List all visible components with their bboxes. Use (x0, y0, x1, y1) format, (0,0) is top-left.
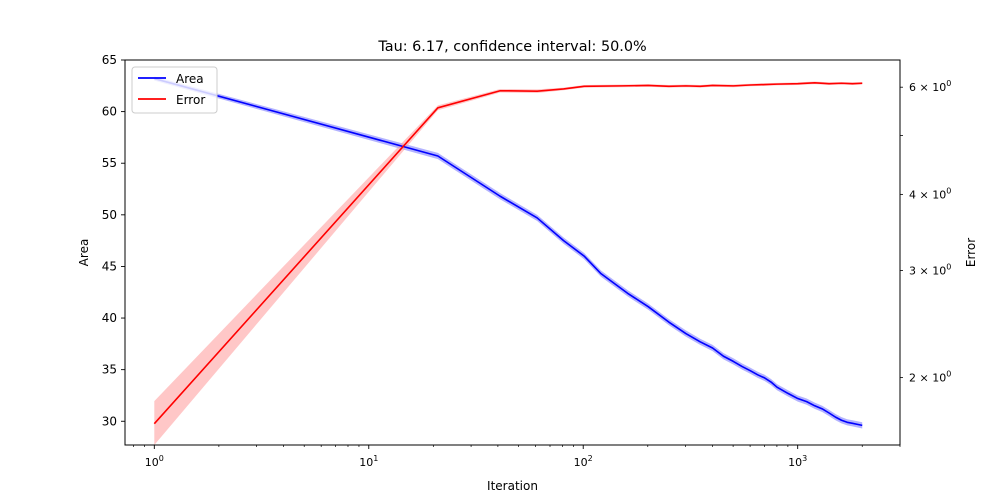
y-tick-label: 65 (102, 53, 117, 67)
y2-tick-label: 3 × 100 (909, 262, 951, 277)
y-tick-label: 60 (102, 105, 117, 119)
chart-title: Tau: 6.17, confidence interval: 50.0% (377, 39, 646, 55)
legend: Area Error (131, 66, 218, 114)
y-tick-label: 35 (102, 363, 117, 377)
y-tick-label: 45 (102, 259, 117, 273)
plot-area (153, 76, 863, 445)
y-tick-label: 50 (102, 208, 117, 222)
error-band (154, 81, 863, 445)
y-tick-label: 30 (102, 414, 117, 428)
x-axis: 100 101 102 103 (133, 445, 901, 469)
y2-tick-label: 2 × 100 (909, 370, 951, 385)
x-tick-label: 101 (359, 454, 378, 469)
y-axis-left: 30 35 40 45 50 55 60 65 (102, 53, 125, 428)
legend-label-area: Area (176, 72, 204, 86)
y-tick-label: 40 (102, 311, 117, 325)
legend-label-error: Error (176, 93, 205, 107)
y2-axis-label: Error (964, 238, 978, 267)
y-axis-right: 2 × 100 3 × 100 4 × 100 6 × 100 (900, 79, 951, 385)
error-line (153, 82, 863, 425)
area-line (154, 77, 863, 427)
x-tick-label: 102 (574, 454, 593, 469)
x-tick-label: 100 (145, 454, 164, 469)
y-axis-label: Area (77, 239, 91, 267)
y-tick-label: 55 (102, 156, 117, 170)
x-axis-label: Iteration (487, 479, 538, 493)
axes-frame (124, 59, 901, 446)
y2-tick-label: 4 × 100 (909, 186, 951, 201)
y2-tick-label: 6 × 100 (909, 79, 951, 94)
x-tick-label: 103 (788, 454, 807, 469)
area-band (154, 76, 863, 429)
